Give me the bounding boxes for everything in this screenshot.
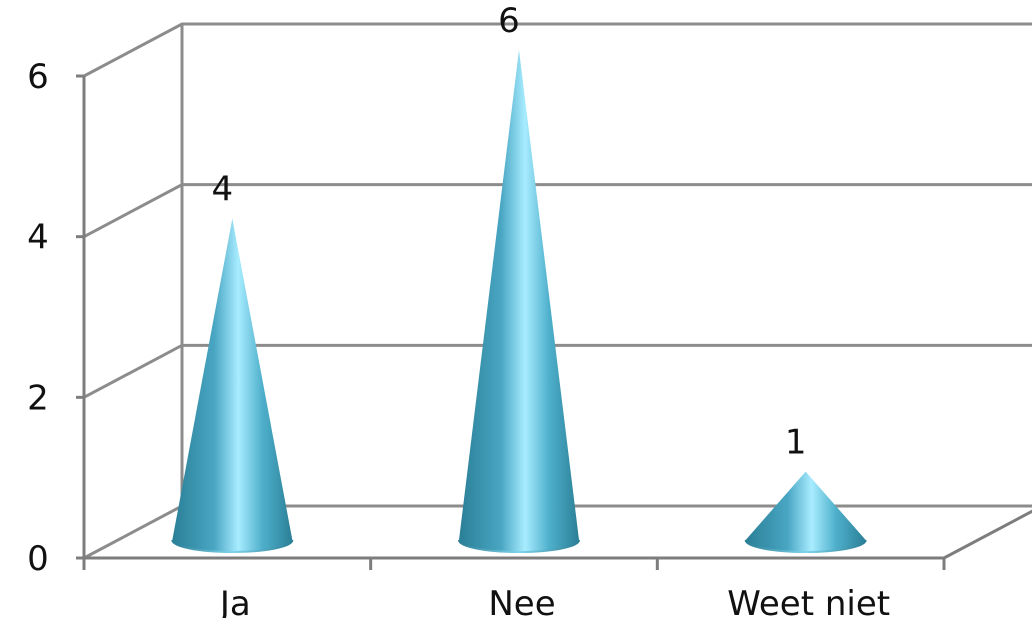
x-tick-label-ja: Ja xyxy=(218,584,251,618)
gridline-6 xyxy=(83,22,1032,78)
y-tick-label-0: 0 xyxy=(27,539,49,579)
x-tick-labels: Ja Nee Weet niet xyxy=(218,584,890,618)
cone-body xyxy=(459,50,579,552)
x-tick-label-weet-niet: Weet niet xyxy=(727,584,890,618)
x-tick-label-nee: Nee xyxy=(488,584,555,618)
floor-right-edge xyxy=(943,509,1032,560)
cone-ja xyxy=(171,218,294,553)
cone-body xyxy=(172,218,293,552)
y-tick-label-2: 2 xyxy=(27,378,49,418)
data-label-ja: 4 xyxy=(212,170,234,210)
data-label-weet-niet: 1 xyxy=(785,423,807,463)
y-tick-label-4: 4 xyxy=(27,218,49,258)
data-label-nee: 6 xyxy=(498,1,520,41)
cone-base-rim xyxy=(744,539,867,553)
cone-nee xyxy=(458,50,580,553)
cone-base-rim xyxy=(171,539,294,553)
data-labels: 4 6 1 xyxy=(212,1,807,463)
cone-weet-niet xyxy=(744,471,867,553)
axes xyxy=(76,24,1032,570)
cone-base-rim xyxy=(458,539,580,553)
y-tick-labels: 0 2 4 6 xyxy=(27,57,49,579)
cone-body xyxy=(745,471,866,552)
cones xyxy=(171,50,867,553)
y-tick-label-6: 6 xyxy=(27,57,49,97)
